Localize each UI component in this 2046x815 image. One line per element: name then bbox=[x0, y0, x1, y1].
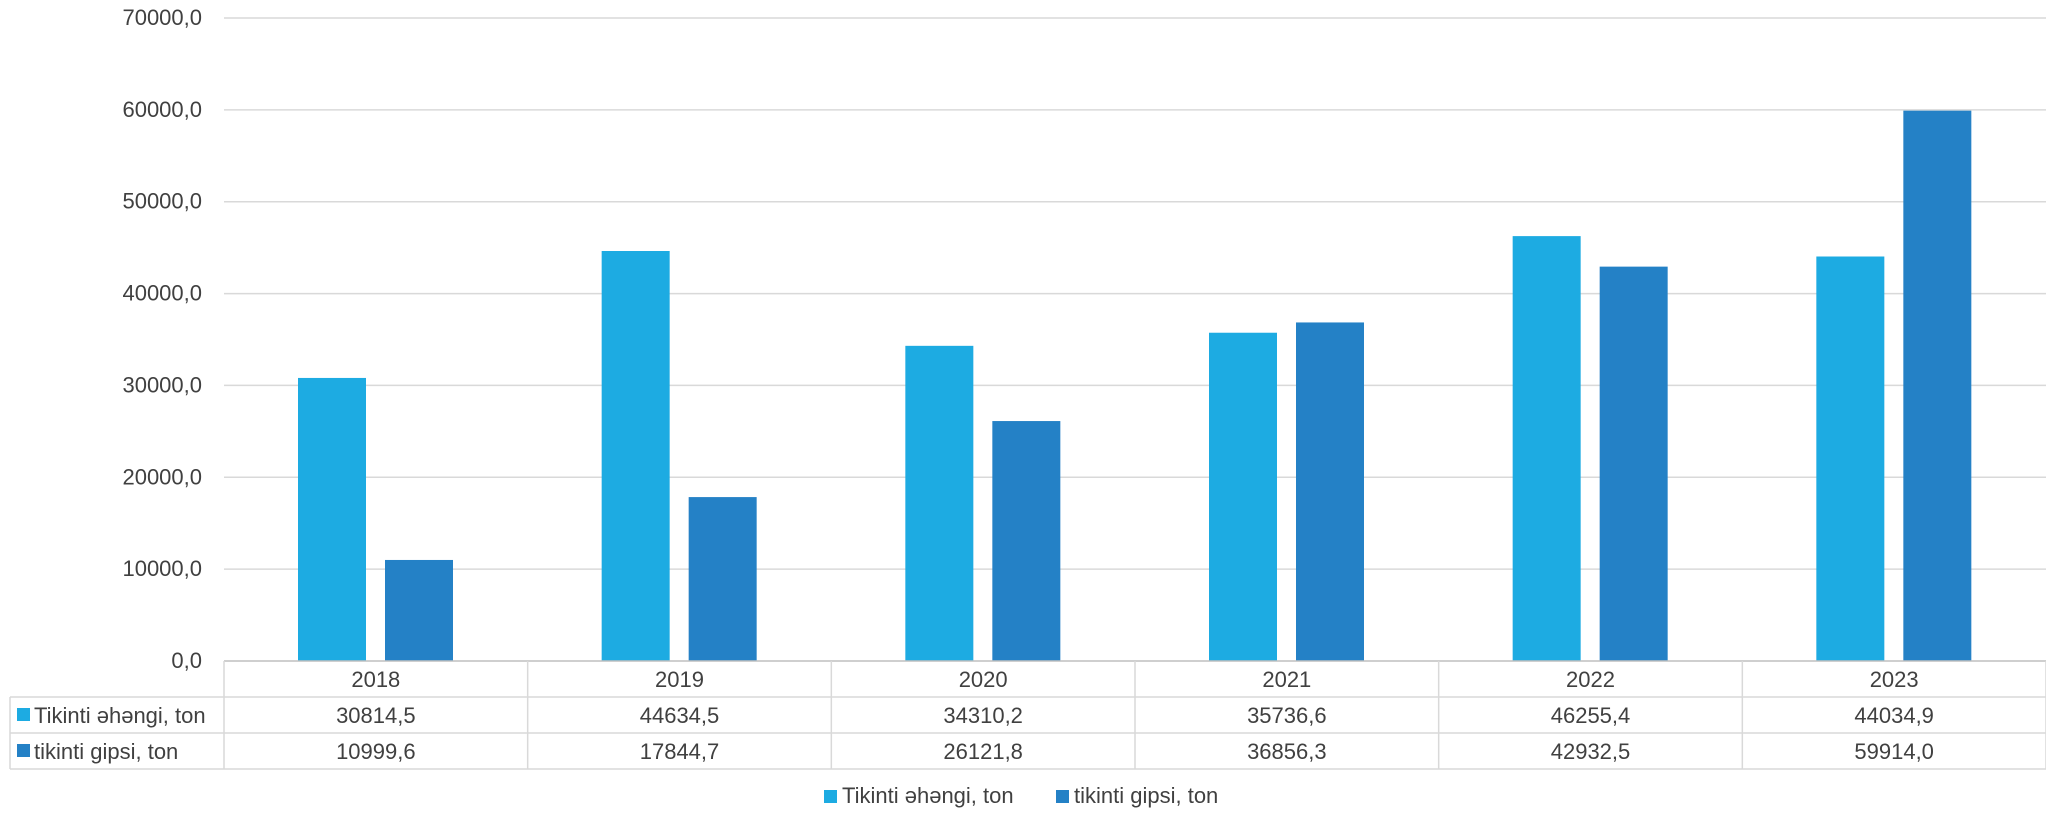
table-series-name: tikinti gipsi, ton bbox=[34, 739, 178, 764]
x-tick-label: 2021 bbox=[1262, 667, 1311, 692]
legend-label: Tikinti əhəngi, ton bbox=[842, 783, 1014, 808]
x-tick-label: 2019 bbox=[655, 667, 704, 692]
y-tick-label: 50000,0 bbox=[122, 189, 202, 214]
table-cell-value: 10999,6 bbox=[336, 739, 416, 764]
y-axis-tick-labels: 0,0 10000,0 20000,0 30000,0 40000,0 50000,0 60… bbox=[122, 5, 202, 673]
x-tick-label: 2022 bbox=[1566, 667, 1615, 692]
legend-swatch bbox=[1056, 790, 1069, 803]
y-tick-label: 40000,0 bbox=[122, 281, 202, 306]
bar-tikinti-ehengi-2023 bbox=[1816, 256, 1885, 661]
bar-tikinti-ehengi-2018 bbox=[298, 377, 366, 661]
bar-tikinti-gipsi-2023 bbox=[1903, 110, 1972, 662]
y-tick-label: 10000,0 bbox=[122, 556, 202, 581]
bars bbox=[298, 110, 1972, 662]
data-table: 2018 2019 2020 2021 2022 2023 Tikinti əhəngi, … bbox=[9, 660, 2046, 770]
legend: Tikinti əhəngi, ton tikinti gipsi, ton bbox=[824, 783, 1218, 808]
bar-tikinti-gipsi-2022 bbox=[1599, 266, 1668, 661]
bar-tikinti-gipsi-2018 bbox=[385, 559, 453, 661]
table-cell-value: 30814,5 bbox=[336, 703, 416, 728]
table-cell-value: 26121,8 bbox=[943, 739, 1023, 764]
table-cell-value: 46255,4 bbox=[1551, 703, 1631, 728]
legend-swatch bbox=[824, 790, 837, 803]
x-tick-label: 2018 bbox=[351, 667, 400, 692]
bar-tikinti-ehengi-2021 bbox=[1209, 332, 1277, 661]
table-cell-value: 35736,6 bbox=[1247, 703, 1327, 728]
y-tick-label: 70000,0 bbox=[122, 5, 202, 30]
y-tick-label: 30000,0 bbox=[122, 372, 202, 397]
y-tick-label: 60000,0 bbox=[122, 97, 202, 122]
table-cell-value: 44034,9 bbox=[1854, 703, 1934, 728]
table-cell-value: 36856,3 bbox=[1247, 739, 1327, 764]
bar-tikinti-ehengi-2020 bbox=[905, 345, 974, 661]
table-cell-value: 17844,7 bbox=[640, 739, 720, 764]
x-tick-label: 2023 bbox=[1870, 667, 1919, 692]
bar-tikinti-ehengi-2022 bbox=[1512, 236, 1581, 661]
table-cell-value: 42932,5 bbox=[1551, 739, 1631, 764]
table-legend-swatch bbox=[17, 708, 30, 721]
legend-label: tikinti gipsi, ton bbox=[1074, 783, 1218, 808]
table-cell-value: 59914,0 bbox=[1854, 739, 1934, 764]
table-cell-value: 34310,2 bbox=[943, 703, 1023, 728]
table-series-name: Tikinti əhəngi, ton bbox=[34, 703, 206, 728]
bar-tikinti-ehengi-2019 bbox=[601, 251, 670, 661]
x-tick-label: 2020 bbox=[959, 667, 1008, 692]
bar-tikinti-gipsi-2020 bbox=[992, 421, 1061, 661]
y-tick-label: 20000,0 bbox=[122, 464, 202, 489]
table-cell-value: 44634,5 bbox=[640, 703, 720, 728]
y-tick-label: 0,0 bbox=[171, 648, 202, 673]
bar-tikinti-gipsi-2021 bbox=[1296, 322, 1364, 661]
bar-tikinti-gipsi-2019 bbox=[688, 497, 757, 661]
gridlines bbox=[224, 17, 2046, 570]
table-legend-swatch bbox=[17, 744, 30, 757]
